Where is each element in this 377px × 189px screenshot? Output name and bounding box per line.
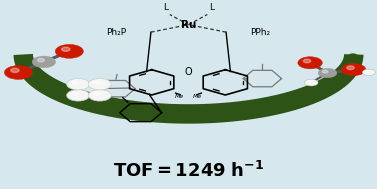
Circle shape <box>304 79 318 86</box>
Circle shape <box>341 64 366 76</box>
Circle shape <box>88 78 111 90</box>
Circle shape <box>67 90 90 101</box>
Circle shape <box>318 68 337 78</box>
Circle shape <box>362 69 375 76</box>
Text: Ph₂P: Ph₂P <box>106 28 127 37</box>
Circle shape <box>61 47 70 51</box>
Circle shape <box>365 70 369 72</box>
Circle shape <box>72 92 79 95</box>
Circle shape <box>5 66 32 79</box>
Circle shape <box>37 58 44 62</box>
Circle shape <box>88 90 111 101</box>
Circle shape <box>93 81 100 84</box>
Circle shape <box>67 78 90 90</box>
Circle shape <box>11 68 19 72</box>
Circle shape <box>308 81 312 83</box>
Text: Me: Me <box>175 94 184 99</box>
Circle shape <box>322 70 328 73</box>
Circle shape <box>93 92 100 95</box>
Circle shape <box>347 66 354 70</box>
Text: L: L <box>209 3 214 12</box>
Text: O: O <box>185 67 192 77</box>
Text: Ru: Ru <box>181 20 196 30</box>
Text: L: L <box>163 3 168 12</box>
Circle shape <box>72 81 79 84</box>
Circle shape <box>32 56 56 68</box>
Circle shape <box>298 57 322 69</box>
Text: PPh₂: PPh₂ <box>250 28 271 37</box>
Text: $\mathbf{TOF = 1249\ h^{-1}}$: $\mathbf{TOF = 1249\ h^{-1}}$ <box>113 161 264 181</box>
Circle shape <box>55 44 83 58</box>
Circle shape <box>303 59 311 63</box>
Text: Me: Me <box>193 94 202 99</box>
